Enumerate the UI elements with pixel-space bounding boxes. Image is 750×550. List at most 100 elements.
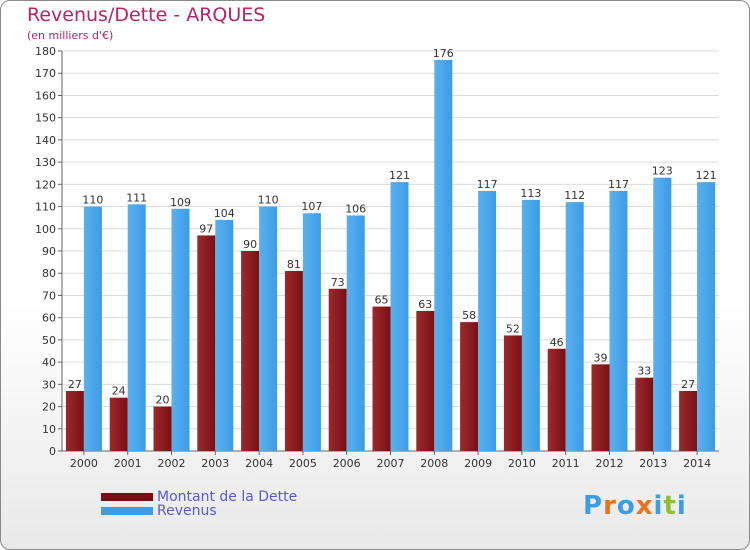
bar-dette bbox=[241, 251, 260, 451]
value-label-dette: 81 bbox=[287, 258, 301, 271]
x-tick-label: 2001 bbox=[114, 457, 142, 470]
legend-item-dette: Montant de la Dette bbox=[101, 489, 297, 505]
bar-dette bbox=[109, 397, 128, 451]
bar-dette bbox=[65, 391, 84, 451]
bar-revenus bbox=[653, 177, 672, 451]
bar-dette bbox=[416, 311, 435, 451]
x-tick-label: 2011 bbox=[552, 457, 580, 470]
bar-dette bbox=[328, 288, 347, 451]
y-tick-label: 70 bbox=[42, 289, 56, 302]
value-label-dette: 52 bbox=[506, 322, 520, 335]
bar-dette bbox=[153, 406, 172, 451]
x-tick-label: 2008 bbox=[420, 457, 448, 470]
y-tick-label: 150 bbox=[35, 112, 56, 125]
y-tick-label: 100 bbox=[35, 223, 56, 236]
y-tick-label: 140 bbox=[35, 134, 56, 147]
bar-revenus bbox=[215, 219, 234, 451]
y-tick-label: 90 bbox=[42, 245, 56, 258]
value-label-dette: 63 bbox=[418, 298, 432, 311]
value-label-revenus: 111 bbox=[126, 191, 147, 204]
value-label-revenus: 107 bbox=[301, 200, 322, 213]
y-tick-label: 170 bbox=[35, 67, 56, 80]
value-label-revenus: 123 bbox=[652, 165, 673, 178]
bar-dette bbox=[197, 235, 216, 451]
x-tick-label: 2009 bbox=[464, 457, 492, 470]
bar-dette bbox=[503, 335, 522, 451]
y-tick-label: 50 bbox=[42, 334, 56, 347]
bar-revenus bbox=[521, 199, 540, 451]
y-tick-label: 130 bbox=[35, 156, 56, 169]
y-tick-label: 30 bbox=[42, 378, 56, 391]
value-label-dette: 39 bbox=[594, 351, 608, 364]
value-label-dette: 97 bbox=[199, 222, 213, 235]
x-tick-label: 2004 bbox=[245, 457, 273, 470]
legend-swatch-dette bbox=[101, 493, 153, 501]
value-label-revenus: 109 bbox=[170, 196, 191, 209]
bar-dette bbox=[372, 306, 391, 451]
bar-revenus bbox=[565, 202, 584, 451]
value-label-revenus: 117 bbox=[477, 178, 498, 191]
bar-revenus bbox=[434, 59, 453, 452]
value-label-revenus: 106 bbox=[345, 202, 366, 215]
value-label-dette: 27 bbox=[68, 378, 82, 391]
value-label-dette: 73 bbox=[331, 276, 345, 289]
value-label-revenus: 121 bbox=[389, 169, 410, 182]
bar-revenus bbox=[171, 208, 190, 451]
y-tick-label: 20 bbox=[42, 401, 56, 414]
bar-dette bbox=[679, 391, 698, 451]
chart-title: Revenus/Dette - ARQUES bbox=[27, 4, 266, 26]
x-tick-label: 2003 bbox=[201, 457, 229, 470]
bar-dette bbox=[284, 271, 303, 451]
y-tick-label: 120 bbox=[35, 178, 56, 191]
value-label-revenus: 113 bbox=[520, 187, 541, 200]
value-label-revenus: 112 bbox=[564, 189, 585, 202]
value-label-dette: 58 bbox=[462, 309, 476, 322]
value-label-revenus: 104 bbox=[214, 207, 235, 220]
y-tick-label: 160 bbox=[35, 89, 56, 102]
y-tick-label: 180 bbox=[35, 45, 56, 58]
legend-item-revenus: Revenus bbox=[101, 503, 217, 519]
bar-revenus bbox=[302, 213, 321, 451]
bar-revenus bbox=[83, 206, 102, 451]
value-label-revenus: 110 bbox=[82, 194, 103, 207]
value-label-revenus: 176 bbox=[433, 47, 454, 60]
x-tick-label: 2010 bbox=[508, 457, 536, 470]
value-label-dette: 20 bbox=[156, 394, 170, 407]
legend-label-dette: Montant de la Dette bbox=[157, 489, 298, 505]
value-label-dette: 33 bbox=[637, 365, 651, 378]
y-tick-label: 110 bbox=[35, 201, 56, 214]
x-tick-label: 2013 bbox=[639, 457, 667, 470]
bar-dette bbox=[547, 348, 566, 451]
bar-revenus bbox=[346, 215, 365, 451]
chart-subtitle: (en milliers d'€) bbox=[27, 29, 114, 42]
bar-revenus bbox=[609, 191, 628, 451]
y-tick-label: 10 bbox=[42, 423, 56, 436]
y-tick-label: 80 bbox=[42, 267, 56, 280]
value-label-dette: 65 bbox=[375, 294, 389, 307]
proxiti-logo: Proxiti bbox=[583, 491, 687, 521]
y-tick-label: 40 bbox=[42, 356, 56, 369]
x-tick-label: 2000 bbox=[70, 457, 98, 470]
x-tick-label: 2014 bbox=[683, 457, 711, 470]
x-tick-label: 2006 bbox=[333, 457, 361, 470]
bar-dette bbox=[635, 377, 654, 451]
value-label-revenus: 110 bbox=[258, 194, 279, 207]
bar-revenus bbox=[478, 191, 497, 451]
bar-dette bbox=[591, 364, 610, 451]
y-tick-label: 0 bbox=[49, 445, 56, 458]
value-label-dette: 24 bbox=[112, 385, 126, 398]
bar-dette bbox=[460, 322, 479, 451]
bar-revenus bbox=[127, 204, 146, 451]
legend-label-revenus: Revenus bbox=[157, 503, 217, 519]
x-tick-label: 2012 bbox=[596, 457, 624, 470]
x-tick-label: 2002 bbox=[158, 457, 186, 470]
value-label-dette: 90 bbox=[243, 238, 257, 251]
bar-revenus bbox=[697, 182, 716, 451]
value-label-revenus: 117 bbox=[608, 178, 629, 191]
value-label-revenus: 121 bbox=[696, 169, 717, 182]
x-tick-label: 2007 bbox=[377, 457, 405, 470]
value-label-dette: 46 bbox=[550, 336, 564, 349]
bar-revenus bbox=[390, 182, 409, 451]
